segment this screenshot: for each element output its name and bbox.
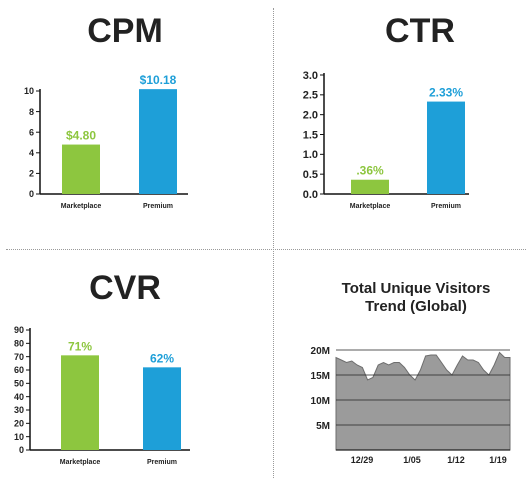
cpm-title: CPM bbox=[87, 12, 163, 50]
cvr-y-tick-label: 0 bbox=[19, 445, 24, 455]
ctr-value-label: .36% bbox=[356, 164, 384, 178]
cpm-value-label: $4.80 bbox=[66, 129, 96, 143]
vertical-divider bbox=[273, 8, 274, 478]
cvr-y-tick-label: 70 bbox=[14, 352, 24, 362]
cvr-y-tick-label: 80 bbox=[14, 338, 24, 348]
visitors-y-tick-label: 20M bbox=[311, 346, 330, 357]
ctr-category-label: Premium bbox=[431, 203, 461, 210]
ctr-title: CTR bbox=[385, 12, 455, 50]
cvr-bar-premium bbox=[143, 367, 181, 450]
cvr-value-label: 71% bbox=[68, 339, 92, 353]
ctr-y-tick-label: 2.5 bbox=[303, 90, 318, 102]
cvr-y-tick-label: 90 bbox=[14, 325, 24, 335]
cpm-y-tick-label: 10 bbox=[24, 86, 34, 96]
cpm-category-label: Premium bbox=[143, 203, 173, 210]
cvr-y-tick-label: 30 bbox=[14, 405, 24, 415]
cvr-category-label: Premium bbox=[147, 459, 177, 466]
cpm-category-label: Marketplace bbox=[61, 203, 102, 210]
cpm-y-tick-label: 8 bbox=[29, 107, 34, 117]
visitors-x-tick-label: 12/29 bbox=[351, 455, 374, 465]
cpm-y-tick-label: 4 bbox=[29, 148, 34, 158]
cvr-bar-marketplace bbox=[61, 355, 99, 450]
visitors-title-line: Trend (Global) bbox=[365, 298, 467, 315]
visitors-area-series bbox=[335, 351, 511, 451]
cpm-value-label: $10.18 bbox=[140, 73, 177, 87]
cvr-chart: CVR 0 10 20 30 40 50 60 70 80 90 71% Marketplace 62% P… bbox=[14, 269, 190, 466]
ctr-y-tick-label: 0.0 bbox=[303, 189, 318, 201]
cpm-chart: CPM 0 2 4 6 8 10 $4.80 Marketplace $10.18 Premium bbox=[24, 12, 188, 210]
ctr-y-tick-label: 1.0 bbox=[303, 149, 318, 161]
cpm-bar-marketplace bbox=[62, 144, 100, 194]
ctr-y-tick-label: 0.5 bbox=[303, 169, 318, 181]
cvr-y-tick-label: 10 bbox=[14, 432, 24, 442]
cpm-y-tick-label: 6 bbox=[29, 127, 34, 137]
visitors-title-line: Total Unique Visitors bbox=[342, 280, 491, 297]
horizontal-divider bbox=[6, 249, 526, 250]
visitors-x-tick-label: 1/05 bbox=[403, 455, 421, 465]
visitors-x-tick-label: 1/12 bbox=[447, 455, 465, 465]
cvr-title: CVR bbox=[89, 269, 161, 307]
cvr-category-label: Marketplace bbox=[60, 459, 101, 466]
ctr-chart: CTR 0.0 0.5 1.0 1.5 2.0 2.5 3.0 .36% Marketplace 2… bbox=[303, 12, 469, 210]
cvr-y-tick-label: 20 bbox=[14, 418, 24, 428]
cpm-y-tick-label: 0 bbox=[29, 189, 34, 199]
ctr-bar-marketplace bbox=[351, 179, 389, 194]
cpm-y-tick-label: 2 bbox=[29, 169, 34, 179]
visitors-y-tick-label: 5M bbox=[316, 421, 330, 432]
ctr-y-tick-label: 1.5 bbox=[303, 129, 318, 141]
ctr-y-tick-label: 3.0 bbox=[303, 70, 318, 82]
visitors-x-tick-label: 1/19 bbox=[489, 455, 507, 465]
ctr-bar-premium bbox=[427, 101, 465, 194]
cvr-y-tick-label: 40 bbox=[14, 392, 24, 402]
visitors-y-tick-label: 15M bbox=[311, 371, 330, 382]
ctr-y-tick-label: 2.0 bbox=[303, 110, 318, 122]
cvr-y-tick-label: 60 bbox=[14, 365, 24, 375]
ctr-category-label: Marketplace bbox=[350, 203, 391, 210]
cvr-value-label: 62% bbox=[150, 351, 174, 365]
cpm-bar-premium bbox=[139, 89, 177, 194]
ctr-value-label: 2.33% bbox=[429, 86, 463, 100]
visitors-y-tick-label: 10M bbox=[311, 396, 330, 407]
cvr-y-tick-label: 50 bbox=[14, 378, 24, 388]
